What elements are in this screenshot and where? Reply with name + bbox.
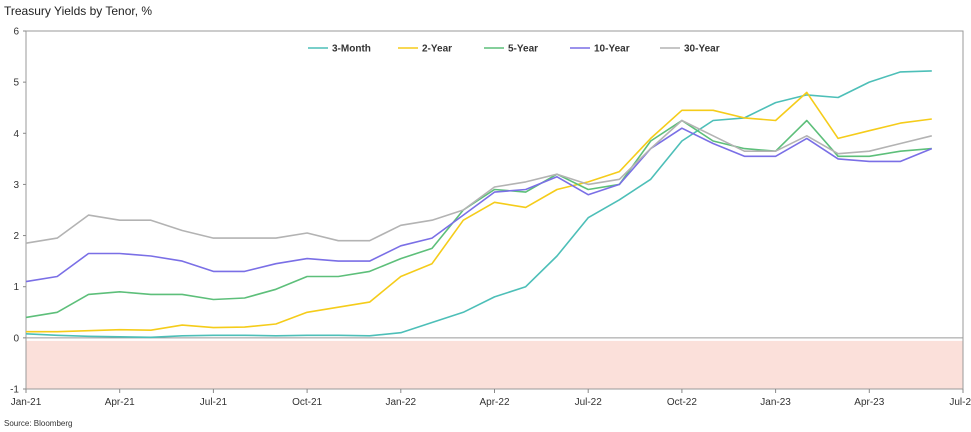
y-tick-label: 5 <box>13 78 19 89</box>
negative-shading <box>26 340 963 389</box>
x-tick-label: Jul-22 <box>575 397 603 408</box>
x-tick-label: Apr-21 <box>105 397 135 408</box>
y-tick-label: 2 <box>13 231 19 242</box>
series-line-30-year <box>25 119 932 244</box>
chart-title: Treasury Yields by Tenor, % <box>4 4 153 18</box>
source-note: Source: Bloomberg <box>4 419 73 428</box>
axes: -1 0 1 2 3 4 5 6 Jan-21 Apr-21 Jul-21 Oct-21 Jan-22 A… <box>10 27 971 409</box>
negative-region <box>26 340 963 389</box>
x-tick-label: Jan-23 <box>760 397 791 408</box>
series-line-2-year <box>26 91 932 333</box>
legend-label-30-year: 30-Year <box>684 44 720 55</box>
y-tick-label: 3 <box>13 180 19 191</box>
legend-label-2-year: 2-Year <box>422 44 452 55</box>
plot-area <box>25 30 964 390</box>
series-line-3-month <box>25 70 932 339</box>
x-tick-label: Jul-23 <box>949 397 971 408</box>
x-tick-label: Oct-21 <box>292 397 322 408</box>
series-line-5-year <box>25 119 932 319</box>
x-tick-label: Apr-22 <box>479 397 509 408</box>
y-tick-label: -1 <box>10 385 19 396</box>
x-tick-label: Jul-21 <box>200 397 228 408</box>
series-lines <box>25 70 933 339</box>
x-tick-label: Jan-22 <box>386 397 417 408</box>
legend-label-10-year: 10-Year <box>594 44 630 55</box>
series-line-10-year <box>25 127 933 283</box>
y-tick-label: 6 <box>13 27 19 38</box>
x-tick-label: Jan-21 <box>11 397 42 408</box>
y-tick-label: 0 <box>13 333 19 344</box>
y-tick-label: 4 <box>13 129 19 140</box>
legend: 3-Month 2-Year 5-Year 10-Year 30-Year <box>308 44 720 55</box>
legend-label-3-month: 3-Month <box>332 44 371 55</box>
y-tick-label: 1 <box>13 282 19 293</box>
plot-frame <box>25 30 964 390</box>
x-tick-label: Apr-23 <box>854 397 884 408</box>
legend-label-5-year: 5-Year <box>508 44 538 55</box>
x-tick-label: Oct-22 <box>667 397 697 408</box>
